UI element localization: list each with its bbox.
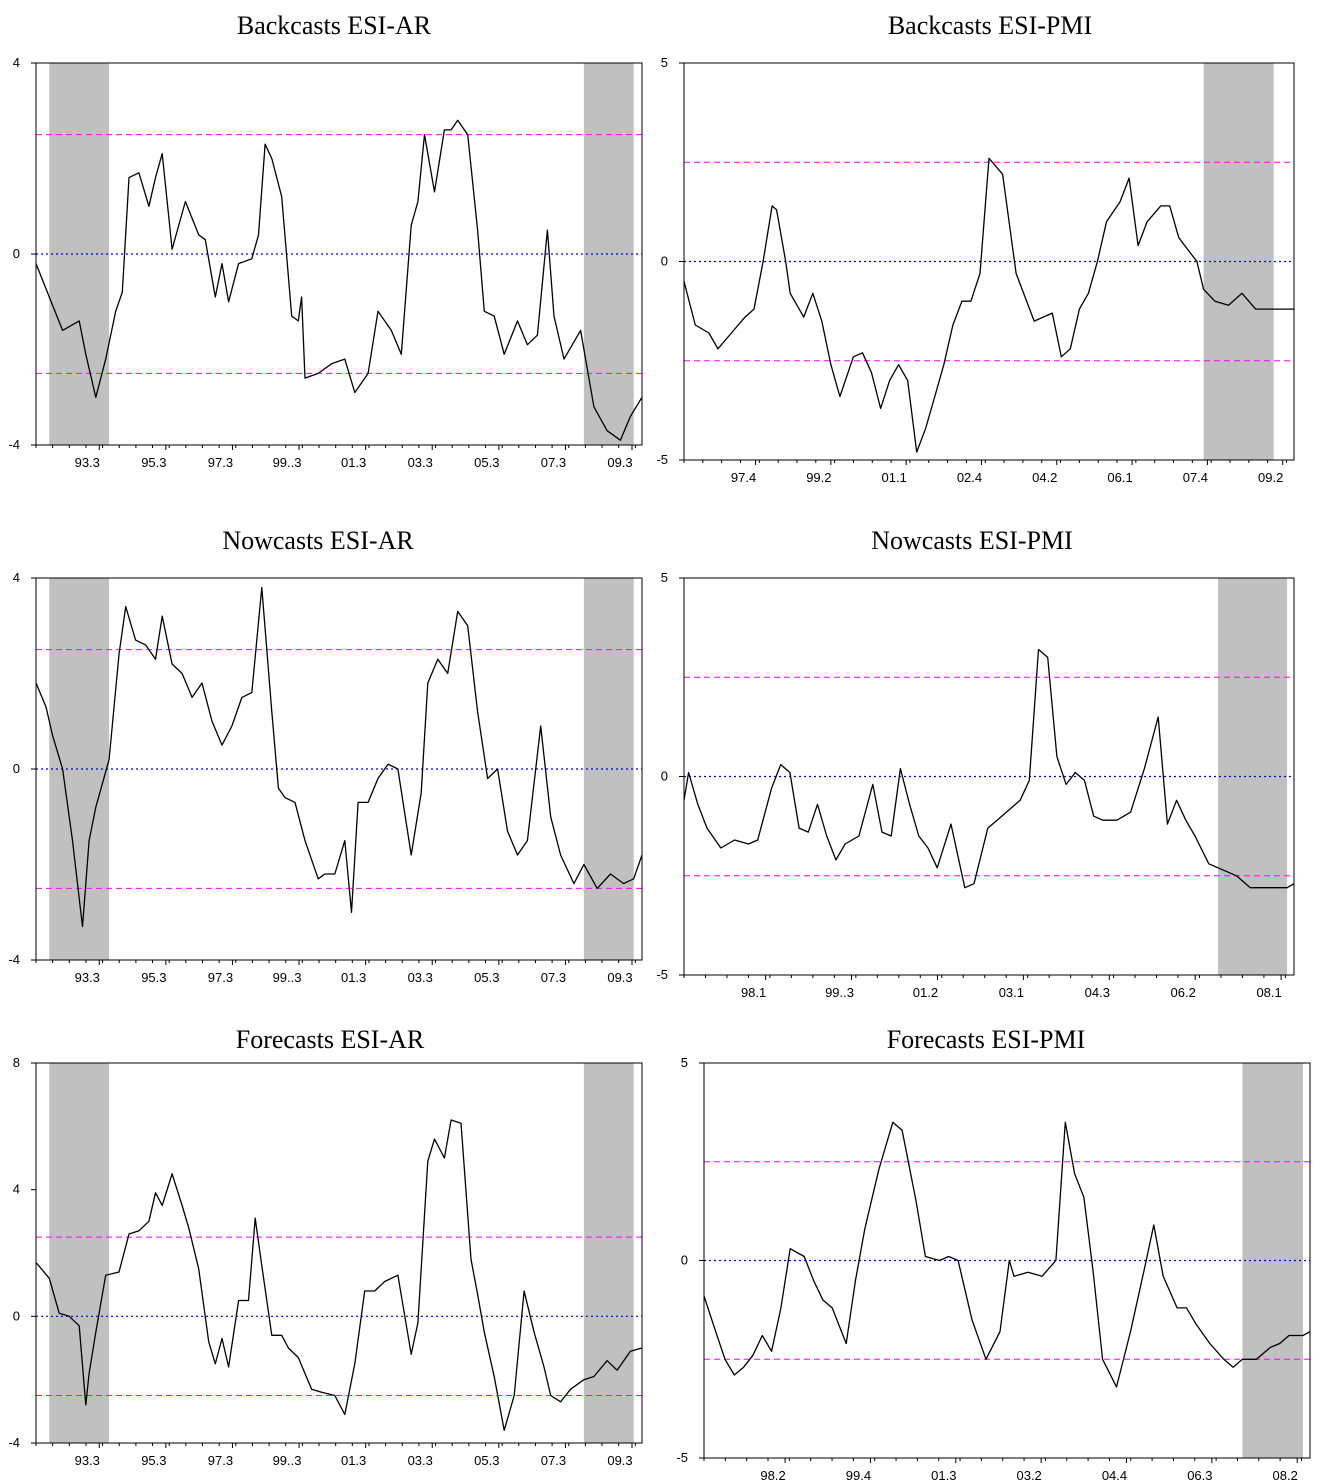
y-tick-label: -4 [8, 437, 20, 452]
chart-panel-2: Backcasts ESI-PMI 5 0 -5 97.4 99.2 01.1 02.4 04.… [656, 11, 1295, 485]
x-tick-label: 95.3 [141, 970, 166, 985]
x-tick-label: 07.3 [541, 455, 566, 470]
x-tick-label: 99..3 [273, 455, 302, 470]
x-tick-label: 07.4 [1183, 470, 1208, 485]
x-tick-label: 09.3 [607, 1453, 632, 1468]
x-tick-label: 01.3 [931, 1468, 956, 1483]
chart-panel-5: Forecasts ESI-AR 8 4 0 -4 93.3 95.3 97.3 99..3 01… [8, 1025, 643, 1468]
y-tick-label: 0 [13, 1308, 20, 1323]
shaded-band-1 [49, 1063, 110, 1443]
chart-title: Nowcasts ESI-PMI [871, 526, 1073, 555]
x-tick-label: 07.3 [541, 1453, 566, 1468]
x-tick-label: 95.3 [141, 455, 166, 470]
series-line-1 [703, 1121, 1311, 1388]
series-line-1 [35, 1119, 643, 1431]
x-tick-label: 03.1 [999, 985, 1024, 1000]
x-tick-label: 03.3 [408, 1453, 433, 1468]
y-tick-label: 0 [13, 761, 20, 776]
x-tick-label: 09.3 [607, 970, 632, 985]
y-tick-label: -5 [656, 452, 668, 467]
x-tick-label: 93.3 [75, 455, 100, 470]
x-tick-label: 98.2 [760, 1468, 785, 1483]
plot-frame [35, 1062, 643, 1444]
shaded-band-1 [49, 63, 110, 445]
y-tick-label: 5 [681, 1055, 688, 1070]
y-tick-label: -4 [8, 952, 20, 967]
x-tick-label: 97.4 [731, 470, 756, 485]
x-tick-label: 93.3 [75, 970, 100, 985]
x-tick-label: 01.3 [341, 970, 366, 985]
x-tick-label: 95.3 [141, 1453, 166, 1468]
x-tick-label: 99.4 [846, 1468, 871, 1483]
y-tick-label: 0 [681, 1253, 688, 1268]
series-line-1 [683, 157, 1294, 453]
chart-panel-1: Backcasts ESI-AR 4 0 -4 93.3 95.3 97.3 99..3 01.… [8, 11, 643, 470]
y-tick-label: 5 [661, 55, 668, 70]
x-tick-label: 05.3 [474, 970, 499, 985]
x-tick-label: 93.3 [75, 1453, 100, 1468]
x-tick-label: 06.1 [1107, 470, 1132, 485]
x-tick-label: 03.2 [1016, 1468, 1041, 1483]
chart-title: Backcasts ESI-AR [237, 11, 432, 40]
x-tick-label: 06.3 [1187, 1468, 1212, 1483]
x-tick-label: 03.3 [408, 970, 433, 985]
y-tick-label: 5 [661, 570, 668, 585]
series-line-1 [35, 119, 643, 441]
y-tick-label: -5 [676, 1450, 688, 1465]
chart-title: Forecasts ESI-AR [236, 1025, 425, 1054]
y-tick-label: -5 [656, 967, 668, 982]
x-tick-label: 09.2 [1258, 470, 1283, 485]
shaded-band-2 [583, 1063, 634, 1443]
x-tick-label: 05.3 [474, 455, 499, 470]
x-tick-label: 06.2 [1171, 985, 1196, 1000]
x-tick-label: 02.4 [957, 470, 982, 485]
y-tick-label: -4 [8, 1435, 20, 1450]
chart-title: Backcasts ESI-PMI [888, 11, 1092, 40]
x-tick-label: 97.3 [208, 1453, 233, 1468]
x-tick-label: 99..3 [273, 1453, 302, 1468]
chart-panel-6: Forecasts ESI-PMI 5 0 -5 98.2 99.4 01.3 03.2 04.… [676, 1025, 1311, 1483]
y-tick-label: 8 [13, 1055, 20, 1070]
chart-title: Nowcasts ESI-AR [222, 526, 414, 555]
series-line-1 [683, 648, 1295, 889]
x-tick-label: 97.3 [208, 455, 233, 470]
y-tick-label: 4 [13, 570, 20, 585]
x-tick-label: 09.3 [607, 455, 632, 470]
y-tick-label: 0 [661, 769, 668, 784]
x-tick-label: 01.3 [341, 1453, 366, 1468]
x-tick-label: 04.3 [1085, 985, 1110, 1000]
x-tick-label: 07.3 [541, 970, 566, 985]
chart-panel-4: Nowcasts ESI-PMI 5 0 -5 98.1 99..3 01.2 03.1 04.… [656, 526, 1295, 1000]
x-tick-label: 05.3 [474, 1453, 499, 1468]
x-tick-label: 08.2 [1273, 1468, 1298, 1483]
chart-title: Forecasts ESI-PMI [887, 1025, 1086, 1054]
x-tick-label: 99..3 [273, 970, 302, 985]
x-tick-label: 01.3 [341, 455, 366, 470]
x-tick-label: 01.2 [913, 985, 938, 1000]
x-tick-label: 08.1 [1256, 985, 1281, 1000]
x-tick-label: 04.2 [1032, 470, 1057, 485]
series-line-1 [35, 586, 643, 928]
shaded-band-1 [1218, 578, 1288, 975]
chart-panel-3: Nowcasts ESI-AR 4 0 -4 93.3 95.3 97.3 99..3 01.3… [8, 526, 643, 985]
y-tick-label: 0 [13, 246, 20, 261]
x-tick-label: 01.1 [882, 470, 907, 485]
y-tick-label: 4 [13, 1182, 20, 1197]
x-tick-label: 97.3 [208, 970, 233, 985]
x-tick-label: 99.2 [806, 470, 831, 485]
y-tick-label: 4 [13, 55, 20, 70]
x-tick-label: 04.4 [1102, 1468, 1127, 1483]
x-tick-label: 03.3 [408, 455, 433, 470]
y-tick-label: 0 [661, 254, 668, 269]
shaded-band-1 [1242, 1063, 1304, 1458]
x-tick-label: 98.1 [741, 985, 766, 1000]
x-tick-label: 99..3 [825, 985, 854, 1000]
